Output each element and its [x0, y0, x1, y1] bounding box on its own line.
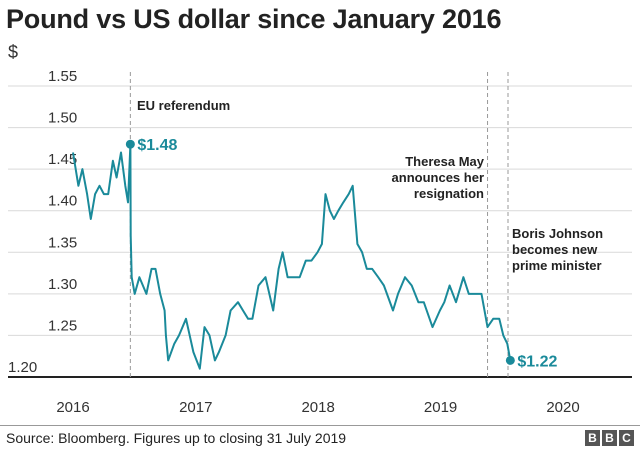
bbc-logo: B B C — [585, 430, 634, 446]
event-annotation-line: announces her — [392, 170, 484, 185]
event-annotation-line: resignation — [414, 186, 484, 201]
x-tick-labels: 2016 2017 2018 2019 2020 — [56, 399, 579, 416]
event-annotation-line: Theresa May — [405, 154, 485, 169]
series-line — [72, 143, 512, 370]
y-tick-label: 1.35 — [48, 234, 77, 251]
event-lines: EU referendum Theresa May announces her res… — [129, 72, 603, 377]
x-tick-label: 2016 — [56, 399, 89, 416]
y-axis-unit: $ — [8, 42, 18, 62]
x-tick-label: 2020 — [546, 399, 579, 416]
gridlines — [8, 85, 632, 378]
event-annotation-line: prime minister — [512, 258, 602, 273]
bbc-logo-block: B — [585, 430, 600, 446]
x-tick-label: 2019 — [424, 399, 457, 416]
markers: $1.48 $1.22 — [125, 137, 557, 370]
y-tick-label: 1.25 — [48, 317, 77, 334]
bbc-logo-block: B — [602, 430, 617, 446]
event-annotation: EU referendum — [137, 98, 230, 113]
data-point-marker — [505, 355, 515, 365]
data-point-marker — [125, 139, 135, 149]
y-tick-label: 1.45 — [48, 151, 77, 168]
y-tick-label: 1.55 — [48, 68, 77, 85]
y-tick-label: 1.20 — [8, 359, 37, 376]
event-annotation-line: EU referendum — [137, 98, 230, 113]
data-point-label: $1.22 — [517, 353, 557, 370]
event-annotation: Theresa May announces her resignation — [392, 154, 485, 201]
series-group — [72, 143, 512, 370]
event-annotation-line: becomes new — [512, 242, 598, 257]
chart-title: Pound vs US dollar since January 2016 — [6, 4, 502, 34]
bbc-logo-block: C — [619, 430, 634, 446]
x-tick-label: 2018 — [301, 399, 334, 416]
data-point-label: $1.48 — [137, 137, 177, 154]
x-tick-label: 2017 — [179, 399, 212, 416]
y-tick-label: 1.40 — [48, 193, 77, 210]
event-annotation: Boris Johnson becomes new prime minister — [512, 226, 603, 273]
event-annotation-line: Boris Johnson — [512, 226, 603, 241]
y-tick-label: 1.30 — [48, 276, 77, 293]
y-tick-labels: 1.20 1.25 1.30 1.35 1.40 1.45 1.50 1.55 — [8, 68, 77, 376]
footer-divider — [0, 425, 640, 426]
y-tick-label: 1.50 — [48, 110, 77, 127]
source-note: Source: Bloomberg. Figures up to closing… — [6, 430, 347, 446]
line-chart: $ 1.201.251.301.351.401.451.501.55 2016 2… — [8, 42, 632, 416]
